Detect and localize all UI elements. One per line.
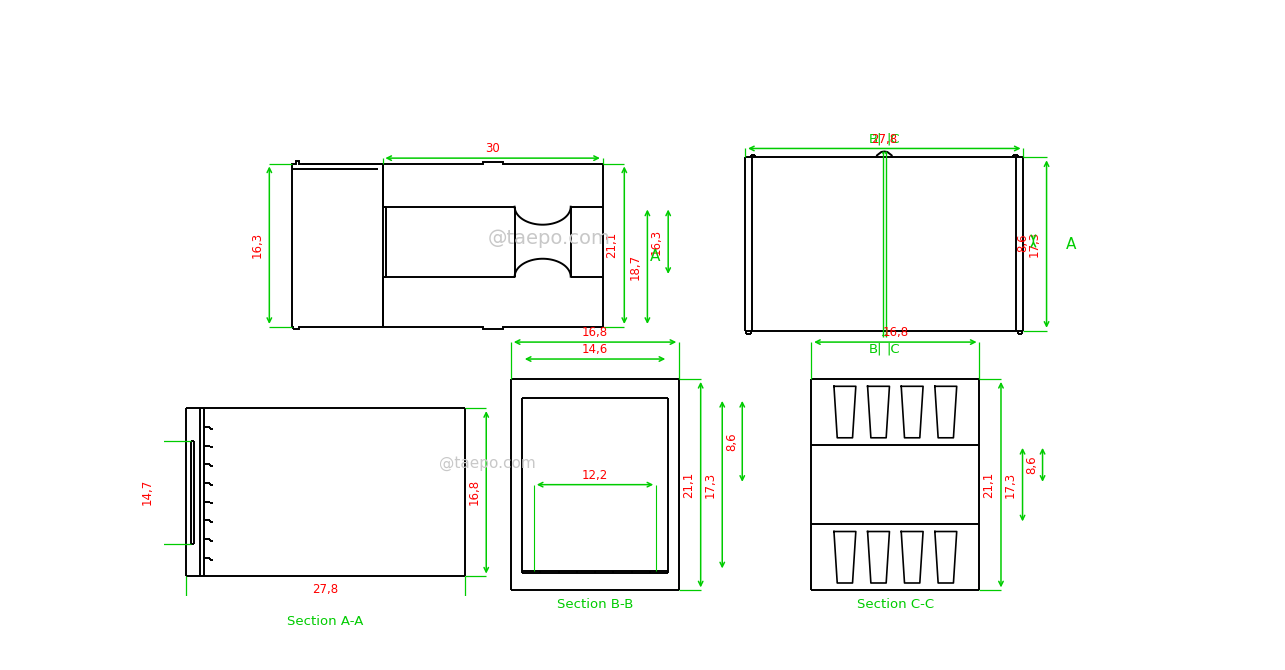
Text: |C: |C (887, 342, 900, 355)
Text: 27,8: 27,8 (312, 583, 339, 596)
Text: @taepo.com: @taepo.com (439, 456, 536, 472)
Text: 14,7: 14,7 (140, 479, 154, 505)
Text: 21,1: 21,1 (682, 472, 695, 498)
Text: Section A-A: Section A-A (288, 614, 364, 628)
Text: 16,8: 16,8 (883, 326, 908, 339)
Text: 8,6: 8,6 (1025, 456, 1038, 474)
Text: 16,3: 16,3 (251, 232, 263, 258)
Text: B|: B| (869, 342, 883, 355)
Text: 30: 30 (486, 143, 500, 155)
Text: 18,7: 18,7 (628, 254, 641, 280)
Text: 21,1: 21,1 (605, 232, 618, 259)
Text: 27,8: 27,8 (871, 133, 897, 146)
Text: 17,3: 17,3 (703, 472, 717, 498)
Text: 16,8: 16,8 (468, 479, 481, 505)
Text: 12,2: 12,2 (582, 469, 608, 482)
Text: |C: |C (887, 133, 900, 146)
Text: Section C-C: Section C-C (857, 598, 934, 610)
Text: 8,6: 8,6 (1016, 233, 1029, 252)
Text: A: A (650, 249, 660, 264)
Text: @taepo.com: @taepo.com (487, 228, 610, 248)
Text: 14,6: 14,6 (582, 343, 608, 356)
Text: 16,8: 16,8 (582, 326, 608, 339)
Text: 21,1: 21,1 (982, 472, 995, 498)
Text: 16,3: 16,3 (649, 228, 662, 255)
Text: 17,3: 17,3 (1004, 472, 1016, 498)
Text: B|: B| (869, 133, 883, 146)
Text: Section B-B: Section B-B (556, 598, 634, 610)
Text: A: A (1067, 237, 1077, 251)
Text: 8,6: 8,6 (725, 432, 738, 451)
Text: 17,3: 17,3 (1028, 231, 1041, 257)
